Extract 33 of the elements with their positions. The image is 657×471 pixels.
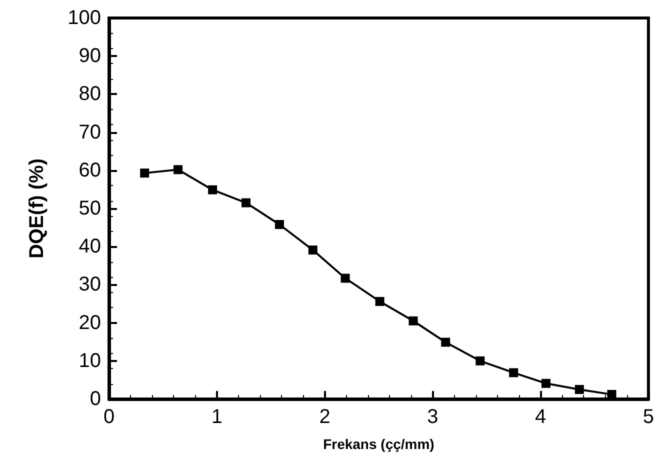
point <box>174 165 183 174</box>
point <box>140 168 150 178</box>
y-axis-title: DQE(f) (%) <box>26 158 48 258</box>
y-tick-label: 10 <box>78 350 101 372</box>
y-tick-label: 60 <box>78 159 101 182</box>
point <box>408 316 418 326</box>
point <box>574 384 584 394</box>
y-tick-label: 30 <box>78 274 101 296</box>
x-tick-label: 4 <box>534 406 546 428</box>
y-tick-label: 0 <box>90 388 101 410</box>
y-tick-label: 40 <box>78 236 101 258</box>
y-tick-label: 100 <box>68 7 101 29</box>
y-tick-label: 80 <box>78 83 101 106</box>
point <box>375 296 384 306</box>
x-tick-label: 0 <box>103 406 115 428</box>
y-tick-label: 50 <box>78 198 101 220</box>
point <box>274 220 284 229</box>
point <box>242 198 251 208</box>
y-tick-label: 20 <box>78 312 101 334</box>
x-tick-label: 3 <box>427 406 438 428</box>
y-tick-label: 70 <box>78 121 101 144</box>
x-tick-label: 2 <box>319 406 330 428</box>
y-tick-label: 90 <box>78 45 101 68</box>
x-tick-label: 1 <box>211 406 222 428</box>
point <box>541 378 550 388</box>
point <box>340 274 350 283</box>
point <box>308 246 318 255</box>
point <box>441 338 450 347</box>
point <box>208 185 218 194</box>
point <box>509 368 518 378</box>
x-tick-label: 5 <box>642 406 654 428</box>
point <box>476 356 485 366</box>
x-axis-title: Frekans (çç/mm) <box>323 436 434 452</box>
